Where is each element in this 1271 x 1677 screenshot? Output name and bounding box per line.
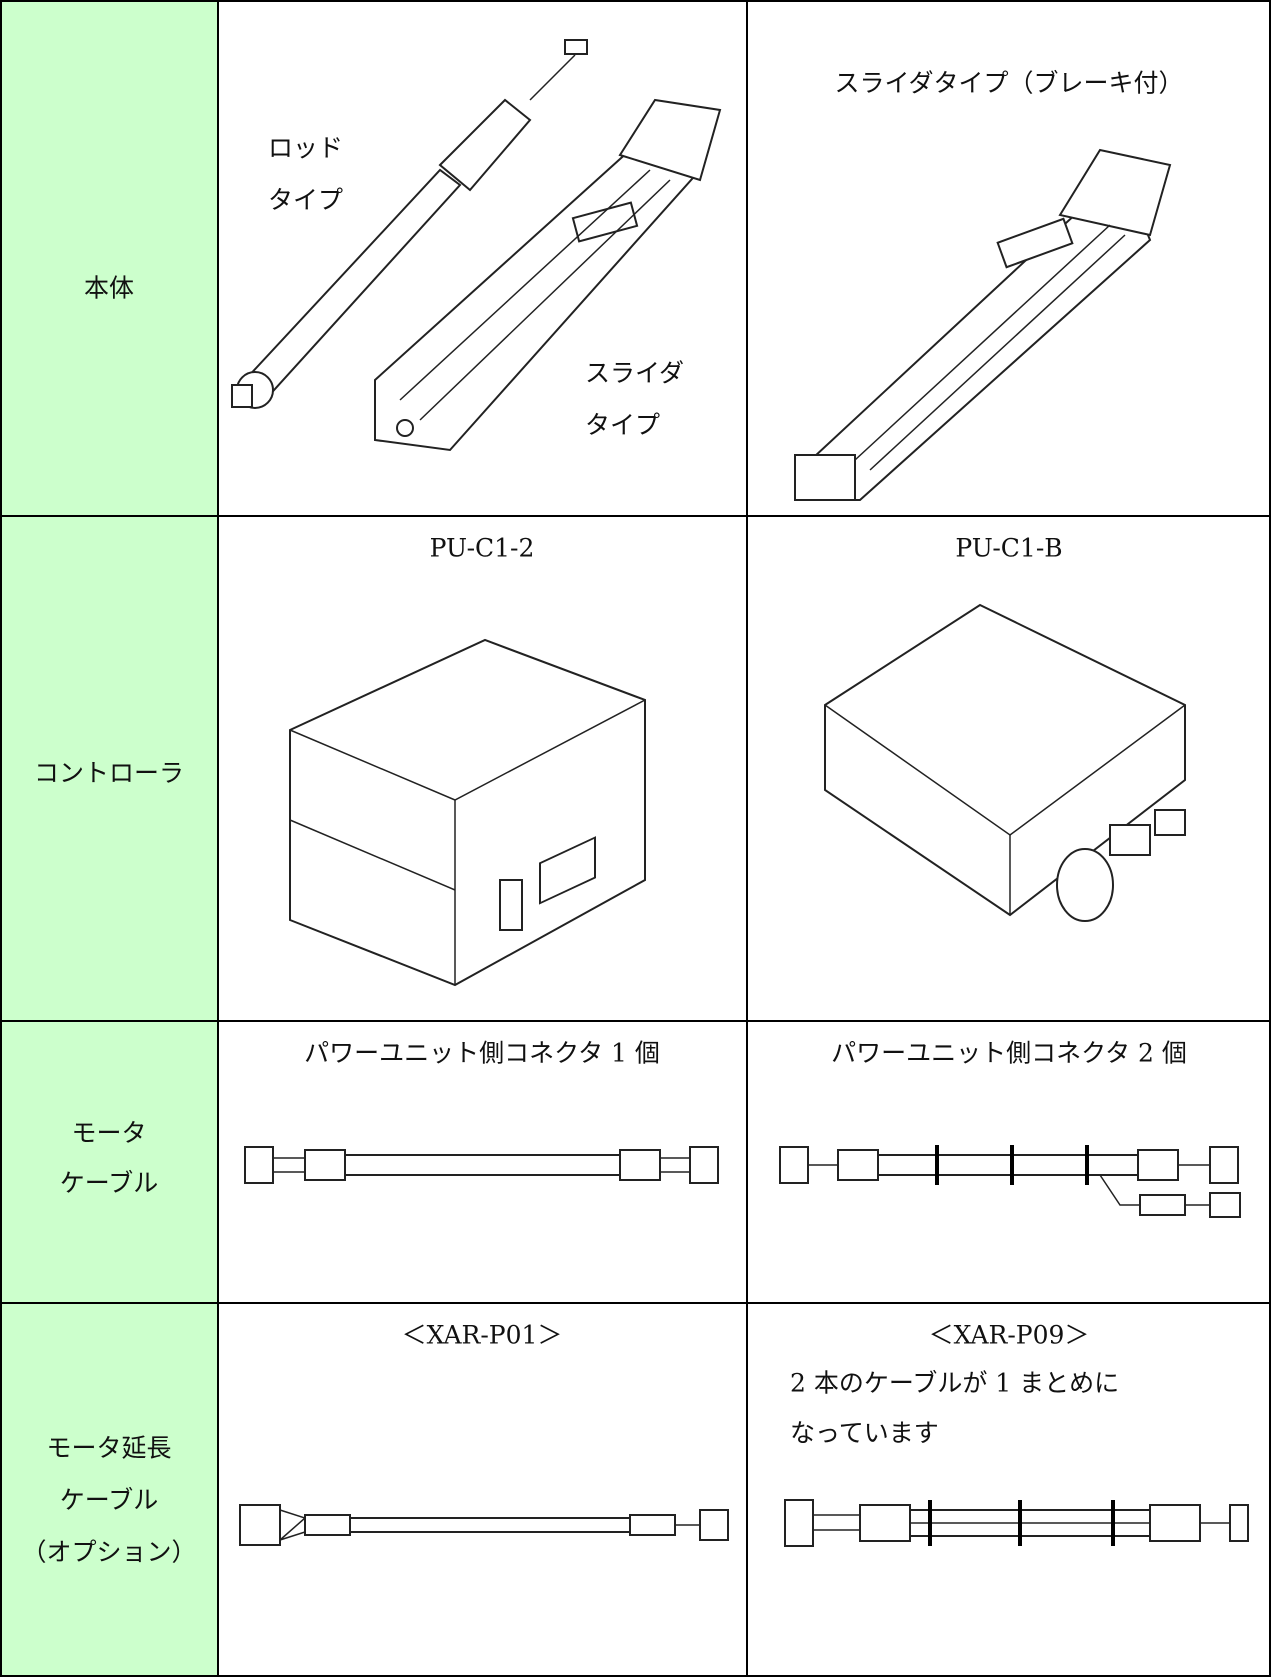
row-label: ケーブル xyxy=(60,1486,159,1515)
row-label: 本体 xyxy=(84,274,134,303)
rod-label: タイプ xyxy=(268,186,343,215)
label-column xyxy=(1,1,218,1676)
rod-actuator-drawing xyxy=(231,39,588,409)
cell-caption: パワーユニット側コネクタ 1 個 xyxy=(304,1039,660,1068)
cell-caption: PU-C1-2 xyxy=(430,534,535,563)
row-label: （オプション） xyxy=(21,1538,196,1567)
controller-drawing xyxy=(289,638,646,987)
cell-caption: ＜XAR-P09＞ xyxy=(929,1321,1090,1350)
row-label: モータ xyxy=(71,1119,146,1148)
row-label: ケーブル xyxy=(60,1169,159,1198)
cell-caption: ＜XAR-P01＞ xyxy=(402,1321,563,1350)
rod-label: ロッド xyxy=(268,134,343,163)
slider-brake-drawing xyxy=(794,148,1172,501)
cell-caption: PU-C1-B xyxy=(955,534,1062,563)
slider-label: スライダ xyxy=(585,359,684,388)
motor-cable-1-drawing xyxy=(244,1146,719,1184)
row-label: モータ延長 xyxy=(46,1434,171,1463)
cell-note: 2 本のケーブルが 1 まとめに xyxy=(790,1369,1119,1398)
extension-cable-2-drawing xyxy=(784,1499,1249,1547)
cell-caption: パワーユニット側コネクタ 2 個 xyxy=(831,1039,1187,1068)
controller-b-drawing xyxy=(824,603,1186,922)
cell-caption: スライダタイプ（ブレーキ付） xyxy=(834,69,1183,98)
slider-label: タイプ xyxy=(585,411,660,440)
motor-cable-2-drawing xyxy=(779,1145,1241,1218)
slider-actuator-drawing xyxy=(374,98,722,452)
extension-cable-1-drawing xyxy=(239,1504,729,1546)
cell-note: なっています xyxy=(790,1419,939,1448)
row-label: コントローラ xyxy=(34,759,184,788)
